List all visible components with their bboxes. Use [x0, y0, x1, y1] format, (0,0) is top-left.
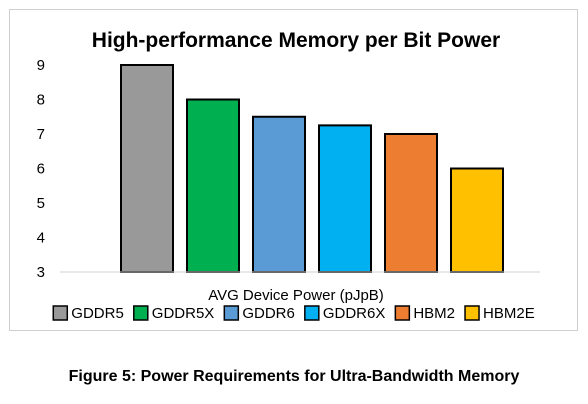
bar-hbm2e [450, 167, 504, 273]
legend-item-hbm2: HBM2 [394, 305, 455, 322]
y-tick-label: 4 [37, 230, 45, 247]
figure-caption: Figure 5: Power Requirements for Ultra-B… [68, 368, 520, 385]
legend: GDDR5 GDDR5X GDDR6 GDDR6X HBM2 HBM2E [52, 305, 535, 322]
legend-item-gddr6x: GDDR6X [304, 305, 386, 322]
y-axis-ticks: 3 4 5 6 7 8 9 [37, 57, 45, 281]
legend-label: HBM2 [413, 305, 455, 322]
y-tick-label: 6 [37, 161, 45, 178]
legend-swatch [394, 305, 411, 321]
y-tick-label: 8 [37, 92, 45, 109]
bar-gddr5 [120, 64, 174, 273]
legend-swatch [52, 305, 69, 321]
legend-label: GDDR5 [71, 305, 124, 322]
legend-label: GDDR6 [242, 305, 295, 322]
chart-title: High-performance Memory per Bit Power [92, 29, 500, 52]
legend-label: GDDR6X [323, 305, 386, 322]
bar-gddr6x [318, 124, 372, 273]
legend-item-gddr6: GDDR6 [223, 305, 295, 322]
y-tick-label: 7 [37, 126, 45, 143]
y-tick-label: 9 [37, 57, 45, 74]
legend-item-gddr5: GDDR5 [52, 305, 124, 322]
legend-swatch [304, 305, 320, 321]
bars [120, 64, 504, 273]
y-tick-label: 5 [37, 195, 45, 212]
x-axis-label: AVG Device Power (pJpB) [208, 287, 384, 304]
legend-item-hbm2e: HBM2E [464, 305, 535, 322]
legend-swatch [464, 305, 480, 321]
legend-label: GDDR5X [152, 305, 215, 322]
legend-item-gddr5x: GDDR5X [133, 305, 215, 322]
bar-hbm2 [384, 133, 438, 273]
bar-gddr5x [186, 98, 240, 273]
y-tick-label: 3 [37, 264, 45, 281]
legend-swatch [223, 305, 240, 321]
legend-label: HBM2E [483, 305, 535, 322]
legend-swatch [133, 305, 149, 321]
bar-gddr6 [252, 115, 306, 273]
bar-chart: High-performance Memory per Bit Power 3 4… [37, 29, 540, 322]
